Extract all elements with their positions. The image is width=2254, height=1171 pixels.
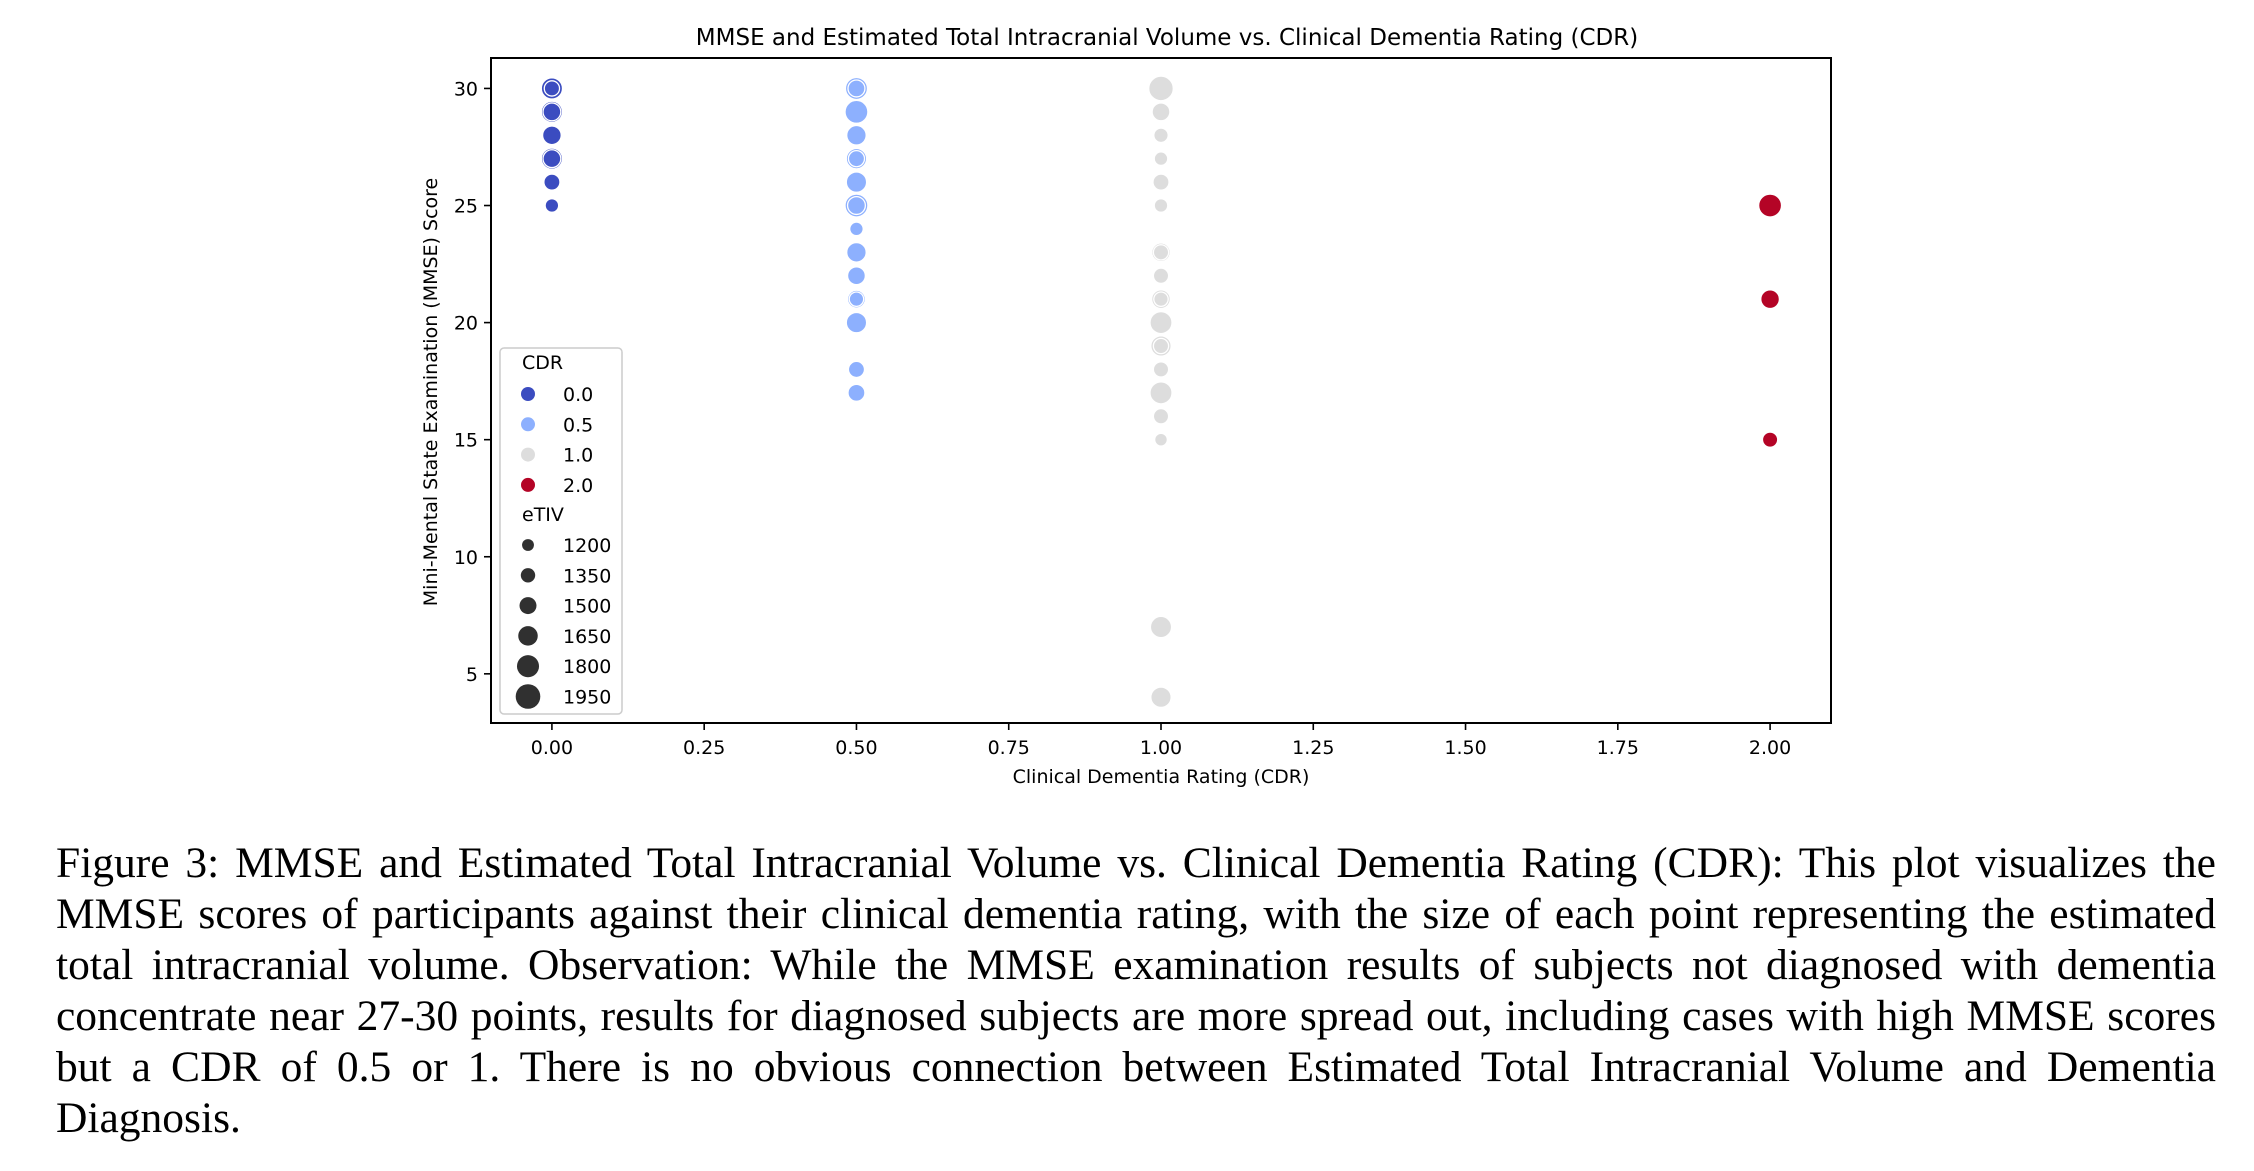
legend-label: 0.5 [563,414,593,436]
data-point [846,266,867,286]
x-tick-label: 0.75 [988,737,1030,759]
x-tick-label: 0.00 [531,737,573,759]
legend-size-marker [516,655,540,678]
x-tick-label: 2.00 [1749,737,1791,759]
data-point [1150,686,1172,709]
data-point [1152,173,1170,191]
legend-marker [521,387,535,401]
data-point [1149,381,1173,405]
legend-marker [521,417,535,432]
figure-caption: Figure 3: MMSE and Estimated Total Intra… [56,839,2216,1142]
data-point [1153,127,1169,144]
x-tick-label: 0.50 [835,737,877,759]
data-point [845,171,868,193]
data-point [847,79,866,98]
data-point [543,173,561,191]
hue-legend: 0.0 0.5 1.0 2.0 [521,384,593,497]
y-tick-label: 20 [454,313,478,335]
legend-label: 2.0 [563,475,593,497]
y-tick-label: 15 [454,430,478,452]
plot-area [540,75,1783,709]
y-tick-label: 25 [454,196,478,218]
y-tick-label: 10 [454,547,478,569]
size-legend: 1200 1350 1500 1650 1800 1950 [515,535,611,709]
data-point [1760,289,1781,310]
x-axis: 0.00 0.25 0.50 0.75 1.00 1.25 1.50 1.75 2.00 [531,723,1791,759]
y-tick-label: 5 [466,664,478,686]
legend-size-marker [522,539,534,551]
data-point [1149,615,1173,639]
chart-title: MMSE and Estimated Total Intracranial Vo… [696,25,1638,51]
scatter-chart: MMSE and Estimated Total Intracranial Vo… [420,25,1832,788]
data-point [847,383,866,402]
legend-size-marker [519,597,537,615]
data-point [1152,244,1170,261]
x-tick-label: 1.00 [1140,737,1182,759]
legend-size-marker [515,684,541,709]
y-axis-label: Mini-Mental State Examination (MMSE) Sco… [420,178,442,606]
data-point [1152,361,1170,378]
legend-marker [521,447,535,462]
x-tick-label: 1.50 [1444,737,1486,759]
data-point [849,221,864,237]
data-point [1149,310,1173,335]
data-point [1152,407,1170,425]
data-point [1154,432,1169,447]
legend-size-label: 1800 [563,656,611,678]
legend-label: 1.0 [563,445,593,467]
data-point [541,125,562,146]
y-tick-label: 30 [454,78,478,100]
data-point [847,149,866,168]
data-point [1151,102,1171,122]
data-point [847,360,866,379]
data-point [846,195,867,216]
data-point [846,241,867,263]
legend-size-marker [518,626,538,646]
legend-title-etiv: eTIV [522,504,564,526]
data-point [1761,431,1779,448]
data-point [542,102,562,122]
legend-label: 0.0 [563,384,593,406]
data-point [848,291,865,308]
data-point [543,80,561,97]
x-axis-label: Clinical Dementia Rating (CDR) [1013,766,1310,788]
x-tick-label: 1.75 [1597,737,1639,759]
legend-size-label: 1500 [563,596,611,618]
data-point [1153,291,1169,308]
legend-size-label: 1650 [563,626,611,648]
data-point [1148,75,1174,102]
legend-title-cdr: CDR [522,352,563,374]
y-axis: 5 10 15 20 25 30 [454,78,491,686]
data-point [1152,267,1170,285]
data-point [846,124,867,146]
data-point [544,198,560,213]
legend-size-label: 1950 [563,687,611,709]
data-point [1153,198,1169,213]
legend-size-label: 1200 [563,535,611,557]
data-point [1757,193,1783,218]
x-tick-label: 0.25 [683,737,725,759]
x-tick-label: 1.25 [1292,737,1334,759]
legend: CDR 0.0 0.5 1.0 2.0 eTIV 1200 1350 1500 1650 18… [499,347,623,715]
data-point [542,149,562,169]
legend-size-marker [520,568,536,583]
legend-frame [499,347,623,715]
legend-size-label: 1350 [563,565,611,587]
legend-marker [521,477,535,492]
data-point [844,99,869,124]
data-point [1153,151,1169,167]
data-point [1152,337,1170,355]
data-point [845,311,868,334]
